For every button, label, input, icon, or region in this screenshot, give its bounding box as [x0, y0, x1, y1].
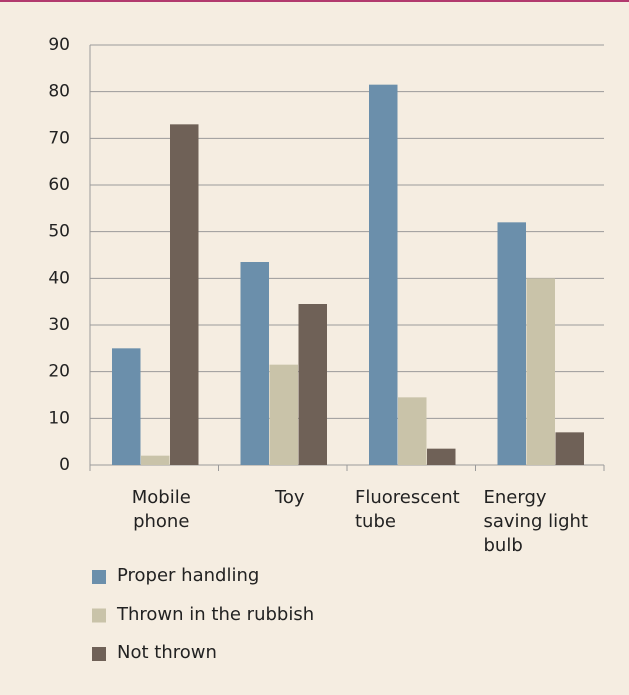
bar — [298, 304, 327, 465]
y-tick-label: 0 — [59, 455, 70, 475]
legend-label: Thrown in the rubbish — [117, 603, 315, 625]
top-rule — [0, 0, 629, 2]
bar — [369, 84, 398, 466]
y-tick-label: 70 — [48, 128, 70, 148]
legend-label: Not thrown — [117, 642, 217, 663]
legend-swatch — [92, 570, 106, 584]
bar — [170, 124, 199, 465]
bar — [427, 448, 456, 465]
bar — [555, 432, 584, 465]
y-tick-label: 30 — [48, 315, 70, 335]
bar — [398, 397, 427, 465]
bar — [112, 348, 141, 465]
y-tick-label: 80 — [48, 82, 70, 102]
y-tick-label: 20 — [48, 362, 70, 382]
x-tick-label: Fluorescent tube — [355, 487, 460, 532]
bar — [269, 364, 298, 465]
y-tick-label: 40 — [48, 268, 70, 288]
legend-swatch — [92, 647, 106, 661]
y-tick-label: 10 — [48, 408, 70, 428]
x-tick-label: Energy saving light bulb — [483, 487, 589, 556]
y-tick-label: 90 — [48, 35, 70, 55]
y-tick-label: 50 — [48, 222, 70, 242]
legend-label: Proper handling — [117, 565, 260, 586]
bar — [497, 222, 526, 465]
x-tick-label: Toy — [274, 487, 305, 508]
x-tick-label: Mobile phone — [131, 487, 191, 532]
bar — [141, 455, 170, 465]
legend-swatch — [92, 608, 106, 623]
y-tick-label: 60 — [48, 175, 70, 195]
bar — [240, 262, 269, 465]
bar — [526, 278, 555, 465]
